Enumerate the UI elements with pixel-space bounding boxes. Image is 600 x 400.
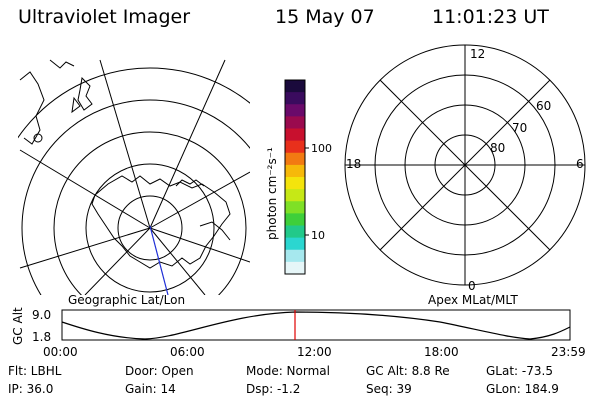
new-zealand-coastline [71, 96, 81, 114]
colorbar-cell [285, 80, 305, 93]
colorbar: 100 10 photon cm⁻²s⁻¹ [265, 79, 332, 275]
lat-label-60: 60 [536, 99, 551, 113]
geo-meridian [149, 171, 250, 229]
altitude-x-tick: 23:59 [551, 345, 586, 359]
geo-lat-circle [53, 131, 247, 295]
mlt-label-12: 12 [470, 47, 485, 61]
lat-label-80: 80 [490, 141, 505, 155]
gain-status: Gain: 14 [125, 382, 176, 396]
colorbar-cell [285, 104, 305, 117]
colorbar-tick-label: 10 [311, 229, 325, 242]
geo-meridian [99, 59, 151, 229]
colorbar-cell [285, 152, 305, 166]
altitude-x-tick: 12:00 [297, 345, 332, 359]
geographic-map [18, 59, 250, 295]
colorbar-frame [284, 79, 306, 275]
coastline-detail [49, 59, 75, 69]
mlt-label-6: 6 [576, 157, 584, 171]
colorbar-cell [285, 128, 305, 142]
new-zealand-coastline [77, 76, 93, 111]
geo-meridian [19, 227, 151, 269]
antarctica-coastline [91, 175, 231, 269]
satellite-track [149, 225, 169, 295]
colorbar-cell [285, 92, 305, 105]
mlt-label-18: 18 [346, 157, 361, 171]
geo-meridian [19, 149, 151, 229]
polar-plot-label: Apex MLat/MLT [428, 293, 518, 307]
tasmania-coastline [33, 133, 43, 143]
ip-status: IP: 36.0 [8, 382, 53, 396]
geo-lat-circle [85, 163, 215, 293]
colorbar-cell [285, 225, 305, 239]
geo-lat-circle [18, 67, 250, 139]
status-footer: Flt: LBHL Door: Open Mode: Normal GC Alt… [8, 364, 559, 396]
glat-status: GLat: -73.5 [486, 364, 553, 378]
altitude-plot-frame [61, 309, 571, 341]
polar-plot [344, 44, 586, 286]
altitude-y-label: GC Alt [11, 307, 25, 345]
colorbar-cell [285, 249, 305, 263]
colorbar-cell [285, 189, 305, 202]
colorbar-cell [285, 164, 305, 178]
altitude-plot: 9.0 1.8 GC Alt 00:00 06:00 12:00 18:00 2… [11, 307, 586, 359]
date-label: 15 May 07 [275, 6, 375, 28]
polar-mlt-line [379, 79, 551, 251]
coastline-detail [175, 179, 231, 241]
door-status: Door: Open [125, 364, 194, 378]
dsp-status: Dsp: -1.2 [246, 382, 300, 396]
page-title: Ultraviolet Imager [18, 6, 191, 28]
polar-plot-labels: 12 18 6 0 60 70 80 [346, 47, 584, 293]
seq-status: Seq: 39 [366, 382, 412, 396]
australia-coastline [19, 71, 45, 145]
lat-label-70: 70 [512, 121, 527, 135]
geo-meridian [149, 59, 226, 229]
colorbar-tick-label: 100 [311, 142, 332, 155]
altitude-x-tick: 00:00 [43, 345, 78, 359]
colorbar-unit-label: photon cm⁻²s⁻¹ [265, 147, 279, 240]
time-label: 11:01:23 UT [432, 6, 549, 28]
mode-status: Mode: Normal [246, 364, 330, 378]
colorbar-cell [285, 201, 305, 214]
colorbar-cell [285, 177, 305, 190]
altitude-x-tick: 18:00 [424, 345, 459, 359]
colorbar-cell [285, 140, 305, 154]
flight-filter-status: Flt: LBHL [8, 364, 62, 378]
glon-status: GLon: 184.9 [486, 382, 559, 396]
colorbar-cell [285, 237, 305, 251]
colorbar-cell [285, 261, 305, 275]
geo-meridian [149, 227, 250, 263]
geo-lat-circle [117, 195, 183, 261]
geo-lat-circle [21, 99, 250, 295]
colorbar-cell [285, 213, 305, 227]
altitude-x-tick: 06:00 [170, 345, 205, 359]
geographic-map-label: Geographic Lat/Lon [68, 293, 185, 307]
gc-alt-status: GC Alt: 8.8 Re [366, 364, 450, 378]
altitude-y-tick: 9.0 [32, 308, 51, 322]
altitude-y-tick: 1.8 [32, 330, 51, 344]
colorbar-cell [285, 116, 305, 130]
altitude-curve [61, 311, 571, 340]
mlt-label-0: 0 [468, 279, 476, 293]
geo-meridian [84, 227, 151, 295]
